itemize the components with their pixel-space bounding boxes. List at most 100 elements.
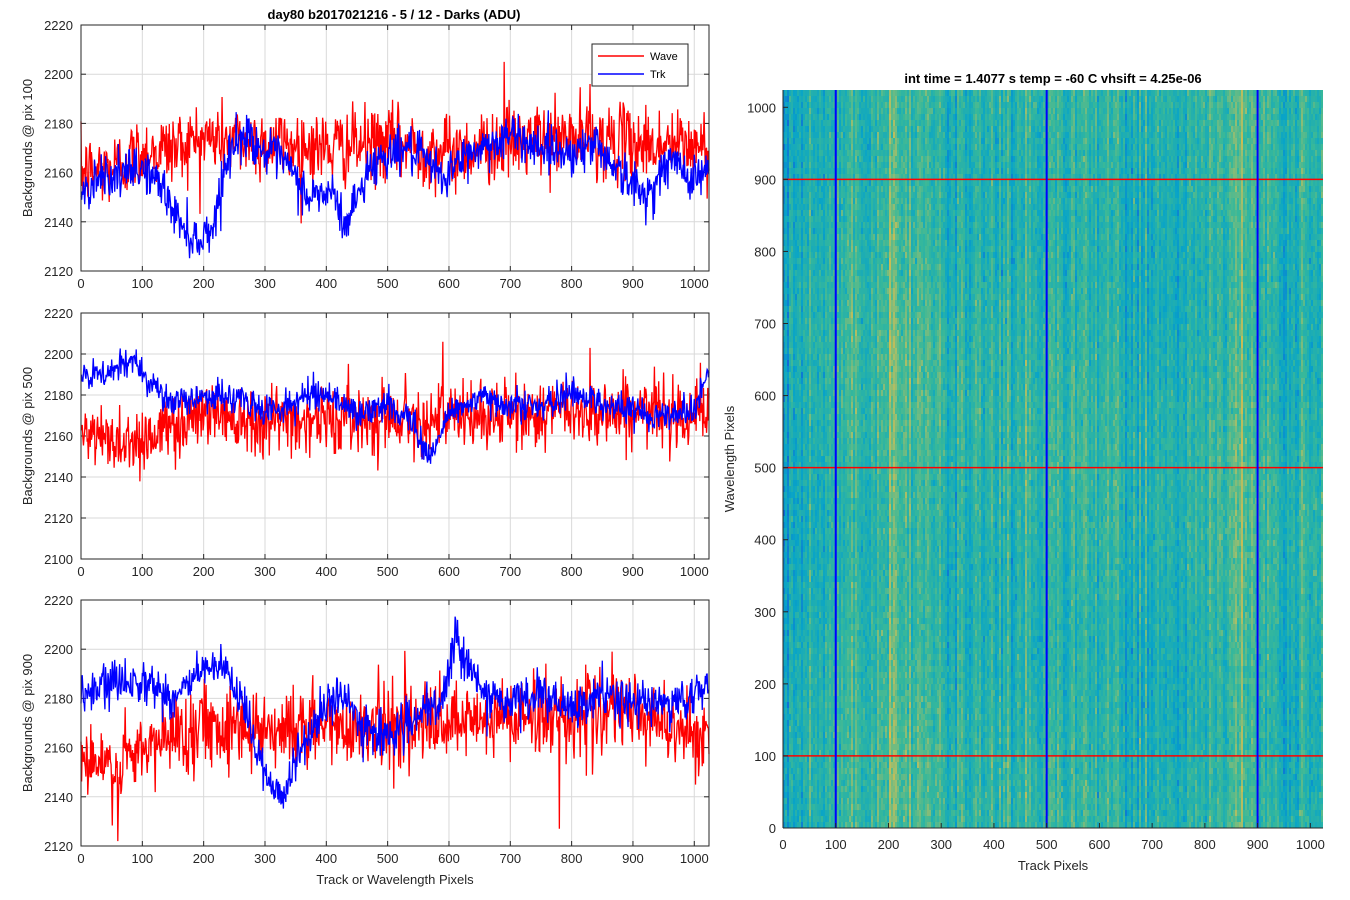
heatmap-cell — [825, 660, 828, 667]
heatmap-cell — [825, 288, 828, 295]
heatmap-cell — [787, 528, 790, 535]
heatmap-cell — [811, 210, 814, 217]
heatmap-cell — [831, 552, 834, 559]
heatmap-cell — [789, 144, 792, 151]
heatmap-cell — [797, 360, 800, 367]
heatmap-cell — [829, 540, 832, 547]
heatmap-cell — [813, 288, 816, 295]
heatmap-cell — [805, 756, 808, 763]
heatmap-cell — [825, 600, 828, 607]
heatmap-cell — [857, 762, 860, 769]
heatmap-cell — [859, 570, 862, 577]
heatmap-cell — [783, 654, 786, 661]
heatmap-cell — [801, 630, 804, 637]
heatmap-cell — [805, 726, 808, 733]
heatmap-cell — [831, 558, 834, 565]
heatmap-cell — [811, 576, 814, 583]
heatmap-cell — [857, 480, 860, 487]
heatmap-cell — [831, 462, 834, 469]
heatmap-cell — [857, 570, 860, 577]
heatmap-cell — [795, 186, 798, 193]
heatmap-cell — [829, 90, 832, 97]
heatmap-cell — [825, 300, 828, 307]
heatmap-cell — [785, 642, 788, 649]
heatmap-cell — [849, 246, 852, 253]
heatmap-cell — [783, 204, 786, 211]
heatmap-cell — [855, 180, 858, 187]
heatmap-cell — [853, 372, 856, 379]
heatmap-cell — [827, 738, 830, 745]
heatmap-cell — [851, 210, 854, 217]
heatmap-cell — [833, 492, 836, 499]
heatmap-cell — [827, 486, 830, 493]
heatmap-cell — [785, 660, 788, 667]
heatmap-cell — [843, 288, 846, 295]
heatmap-cell — [793, 324, 796, 331]
heatmap-cell — [859, 480, 862, 487]
heatmap-cell — [795, 354, 798, 361]
heatmap-cell — [797, 492, 800, 499]
heatmap-cell — [853, 438, 856, 445]
heatmap-cell — [827, 168, 830, 175]
heatmap-cell — [855, 678, 858, 685]
heatmap-cell — [847, 396, 850, 403]
heatmap-cell — [805, 276, 808, 283]
heatmap-cell — [831, 210, 834, 217]
heatmap-cell — [799, 672, 802, 679]
heatmap-cell — [849, 390, 852, 397]
heatmap-cell — [817, 792, 820, 799]
heatmap-cell — [857, 306, 860, 313]
heatmap-cell — [823, 378, 826, 385]
heatmap-cell — [799, 654, 802, 661]
heatmap-cell — [853, 492, 856, 499]
heatmap-cell — [813, 300, 816, 307]
heatmap-cell — [843, 678, 846, 685]
heatmap-cell — [791, 384, 794, 391]
heatmap-cell — [817, 600, 820, 607]
heatmap-cell — [831, 492, 834, 499]
heatmap-cell — [825, 738, 828, 745]
heatmap-cell — [845, 324, 848, 331]
heatmap-cell — [827, 174, 830, 181]
heatmap-cell — [803, 294, 806, 301]
heatmap-cell — [843, 168, 846, 175]
heatmap-cell — [805, 564, 808, 571]
heatmap-cell — [851, 270, 854, 277]
heatmap-cell — [795, 618, 798, 625]
heatmap-cell — [799, 540, 802, 547]
heatmap-cell — [785, 810, 788, 817]
heatmap-cell — [825, 360, 828, 367]
heatmap-cell — [841, 480, 844, 487]
heatmap-cell — [847, 660, 850, 667]
heatmap-cell — [793, 648, 796, 655]
heatmap-cell — [815, 240, 818, 247]
heatmap-cell — [825, 390, 828, 397]
heatmap-cell — [783, 576, 786, 583]
heatmap-cell — [797, 756, 800, 763]
heatmap-cell — [837, 750, 840, 757]
heatmap-cell — [855, 384, 858, 391]
heatmap-cell — [841, 114, 844, 121]
heatmap-cell — [833, 642, 836, 649]
heatmap-cell — [803, 672, 806, 679]
heatmap-cell — [841, 336, 844, 343]
heatmap-cell — [845, 732, 848, 739]
heatmap-cell — [853, 462, 856, 469]
heatmap-cell — [811, 288, 814, 295]
heatmap-cell — [805, 666, 808, 673]
heatmap-cell — [811, 318, 814, 325]
heatmap-cell — [793, 372, 796, 379]
heatmap-cell — [833, 168, 836, 175]
heatmap-cell — [793, 642, 796, 649]
heatmap-cell — [803, 306, 806, 313]
heatmap-cell — [827, 708, 830, 715]
heatmap-cell — [833, 522, 836, 529]
heatmap-cell — [809, 408, 812, 415]
heatmap-cell — [849, 558, 852, 565]
heatmap-cell — [795, 114, 798, 121]
heatmap-cell — [815, 306, 818, 313]
heatmap-cell — [849, 672, 852, 679]
heatmap-cell — [827, 408, 830, 415]
heatmap-cell — [783, 402, 786, 409]
heatmap-cell — [811, 168, 814, 175]
